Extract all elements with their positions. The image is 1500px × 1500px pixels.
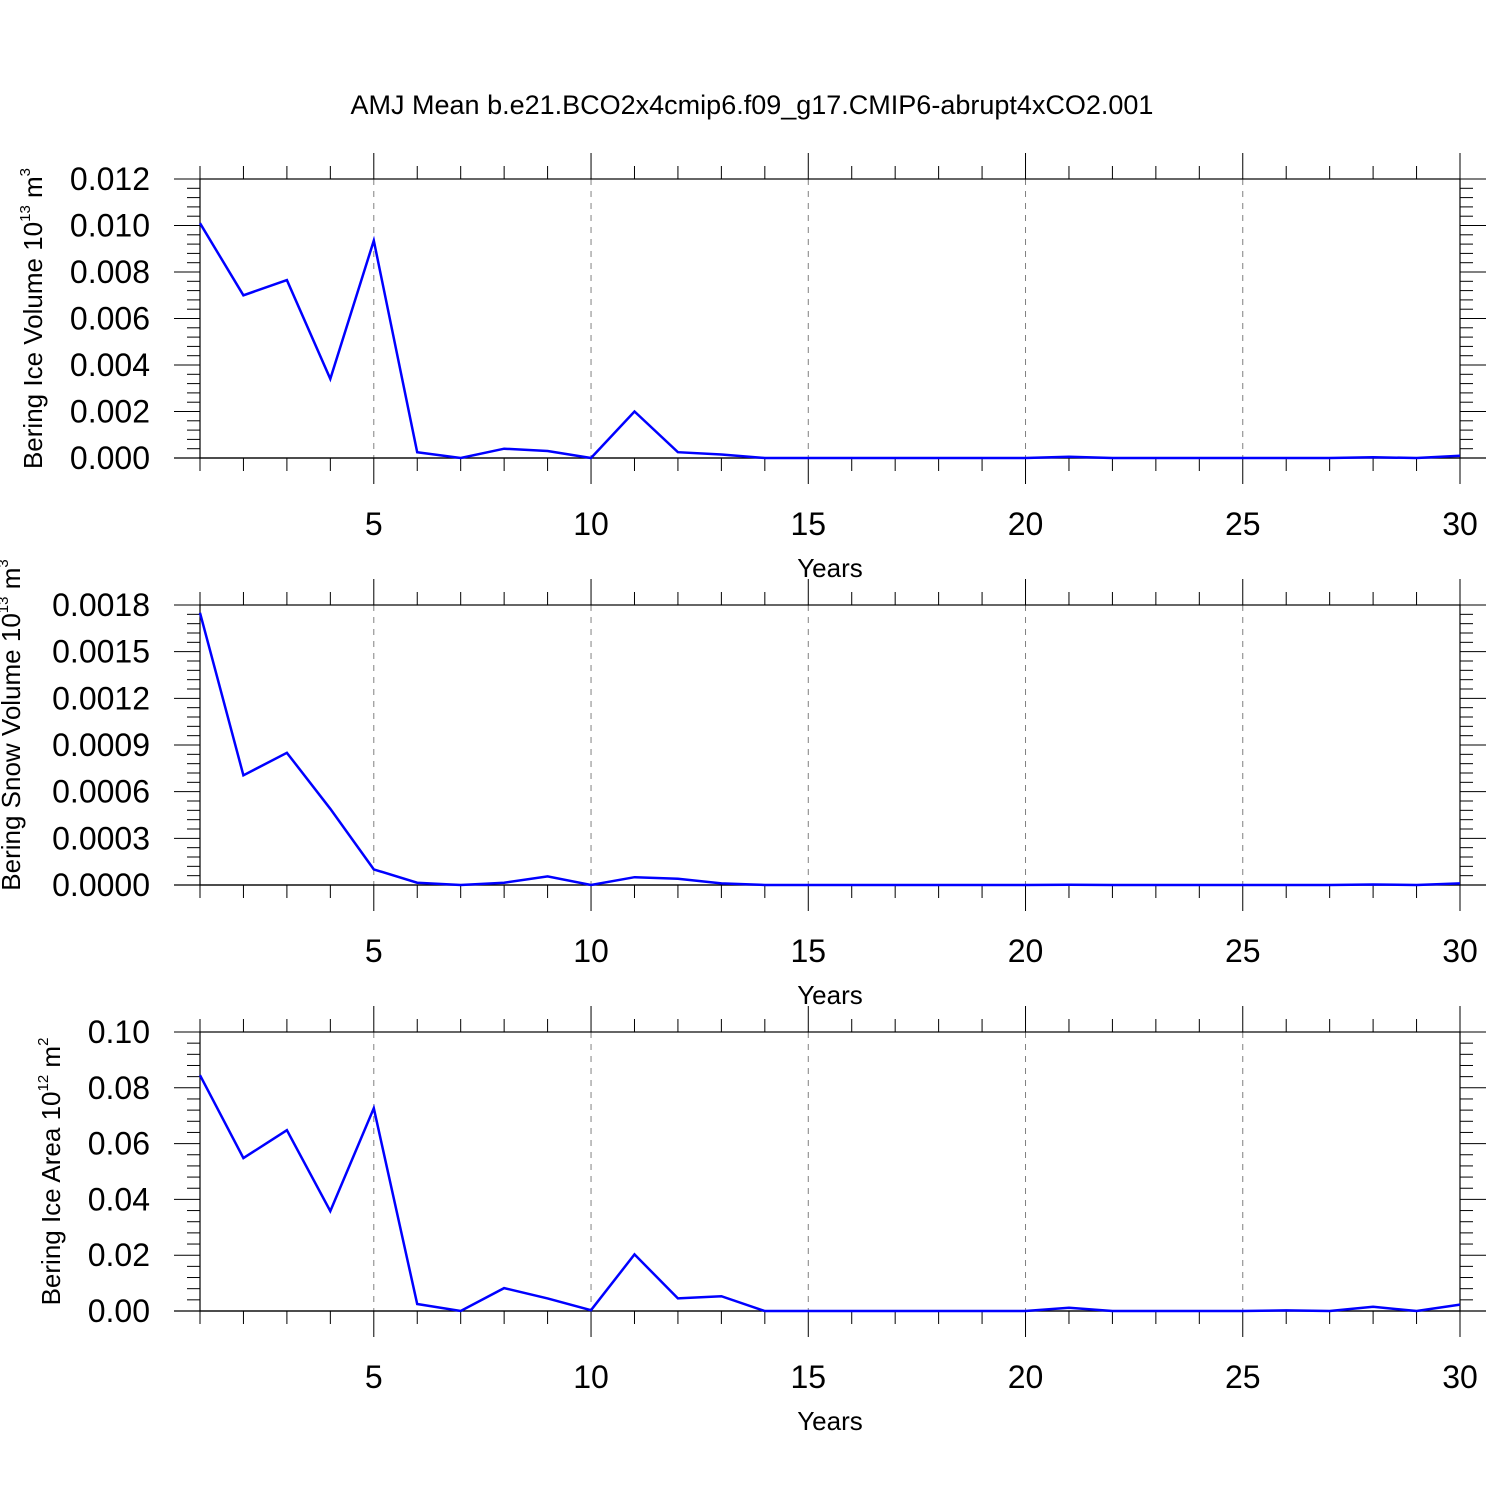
- x-axis-label: Years: [797, 1406, 863, 1436]
- x-tick-label: 25: [1225, 506, 1261, 542]
- y-tick-label: 0.0015: [52, 634, 150, 670]
- y-tick-label: 0.0000: [52, 867, 150, 903]
- panel-1: 5 10 15 20 25 30 0.000 0.002 0.004 0.006 0.008 0.01…: [17, 153, 1486, 583]
- y-tick-label: 0.010: [70, 208, 150, 244]
- y-tick-label: 0.10: [88, 1014, 150, 1050]
- x-tick-label: 5: [365, 506, 383, 542]
- y-tick-label: 0.008: [70, 254, 150, 290]
- y-tick-label: 0.02: [88, 1237, 150, 1273]
- x-axis-label: Years: [797, 980, 863, 1010]
- x-tick-label: 15: [790, 933, 826, 969]
- y-tick-label: 0.0012: [52, 680, 150, 716]
- panel-2: 5 10 15 20 25 30 0.0000 0.0003 0.0006 0.0009 0.001…: [0, 559, 1486, 1010]
- series-line: [198, 612, 1461, 887]
- series-line: [198, 222, 1461, 460]
- series-line: [198, 1074, 1461, 1313]
- x-tick-label: 25: [1225, 933, 1261, 969]
- y-tick-label: 0.000: [70, 440, 150, 476]
- y-tick-label: 0.0009: [52, 727, 150, 763]
- y-axis-label: Bering Snow Volume 1013 m3: [0, 559, 26, 890]
- x-tick-label: 10: [573, 506, 609, 542]
- y-tick-label: 0.08: [88, 1070, 150, 1106]
- y-tick-label: 0.006: [70, 301, 150, 337]
- x-tick-label: 5: [365, 1359, 383, 1395]
- panel-3: 5 10 15 20 25 30 0.00 0.02 0.04 0.06 0.08 0.10 Years…: [35, 1006, 1486, 1436]
- panels: 5 10 15 20 25 30 0.000 0.002 0.004 0.006 0.008 0.01…: [0, 153, 1486, 1436]
- y-tick-label: 0.0003: [52, 820, 150, 856]
- y-tick-label: 0.06: [88, 1126, 150, 1162]
- y-axis-label: Bering Ice Volume 1013 m3: [17, 168, 48, 469]
- x-tick-label: 30: [1442, 933, 1478, 969]
- y-tick-label: 0.04: [88, 1181, 150, 1217]
- chart-title: AMJ Mean b.e21.BCO2x4cmip6.f09_g17.CMIP6…: [351, 90, 1154, 120]
- y-tick-label: 0.012: [70, 161, 150, 197]
- y-tick-label: 0.00: [88, 1293, 150, 1329]
- plot-frame: [199, 604, 1461, 886]
- x-axis-label: Years: [797, 553, 863, 583]
- x-tick-label: 15: [790, 1359, 826, 1395]
- x-tick-label: 5: [365, 933, 383, 969]
- x-tick-label: 25: [1225, 1359, 1261, 1395]
- y-tick-label: 0.0006: [52, 774, 150, 810]
- x-tick-label: 20: [1008, 933, 1044, 969]
- x-tick-label: 20: [1008, 506, 1044, 542]
- x-tick-label: 15: [790, 506, 826, 542]
- y-axis-label: Bering Ice Area 1012 m2: [35, 1038, 66, 1306]
- y-tick-label: 0.004: [70, 347, 150, 383]
- y-tick-label: 0.0018: [52, 587, 150, 623]
- x-tick-label: 10: [573, 1359, 609, 1395]
- x-tick-label: 30: [1442, 1359, 1478, 1395]
- x-tick-label: 10: [573, 933, 609, 969]
- y-tick-label: 0.002: [70, 394, 150, 430]
- x-tick-label: 30: [1442, 506, 1478, 542]
- x-tick-label: 20: [1008, 1359, 1044, 1395]
